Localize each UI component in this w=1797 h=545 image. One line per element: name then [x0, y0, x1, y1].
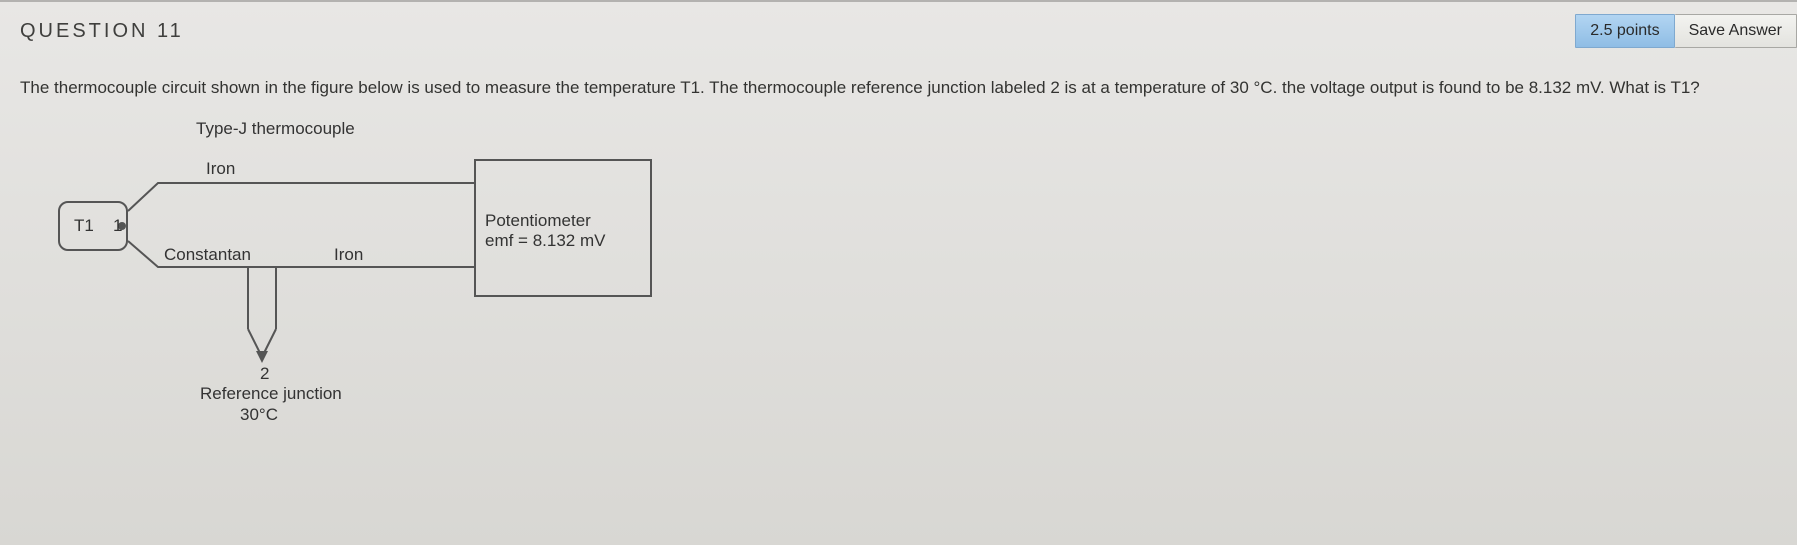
header-controls: 2.5 points Save Answer [1575, 14, 1797, 48]
question-text: The thermocouple circuit shown in the fi… [20, 76, 1760, 99]
save-answer-button[interactable]: Save Answer [1675, 14, 1797, 48]
thermocouple-type-label: Type-J thermocouple [196, 119, 355, 139]
question-panel: QUESTION 11 2.5 points Save Answer The t… [0, 0, 1797, 545]
points-badge: 2.5 points [1575, 14, 1674, 48]
question-body: The thermocouple circuit shown in the fi… [20, 76, 1797, 449]
reference-junction-label: Reference junction [200, 384, 342, 404]
question-header: QUESTION 11 2.5 points Save Answer [20, 20, 1797, 48]
thermocouple-diagram: Type-J thermocouple Iron Constantan Iron… [38, 119, 678, 449]
top-wire-label: Iron [206, 159, 235, 179]
potentiometer-reading: emf = 8.132 mV [485, 231, 605, 251]
potentiometer-label: Potentiometer [485, 211, 591, 231]
bottom-wire-label: Constantan [164, 245, 251, 265]
junction-2-label: 2 [260, 364, 269, 384]
question-number: QUESTION 11 [20, 20, 1575, 43]
return-wire-label: Iron [334, 245, 363, 265]
reference-temp-label: 30°C [240, 405, 278, 425]
t1-label: T1 [74, 216, 94, 236]
junction-1-label: 1 [113, 216, 122, 236]
